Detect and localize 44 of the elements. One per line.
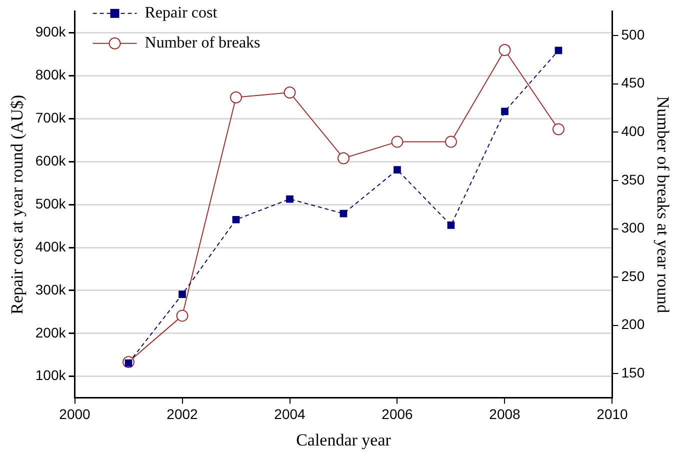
point [338,152,350,164]
y-tick-label: 500k [35,195,67,212]
y2-axis-title: Number of breaks at year round [653,96,672,314]
legend-label: Repair cost [144,4,218,22]
y-tick-label: 200k [35,324,67,340]
y2-tick-label: 500 [621,26,645,42]
y-tick-label: 300k [35,281,67,298]
point [554,46,562,54]
y-tick-label: 900k [35,24,67,40]
x-tick-label: 2004 [274,406,306,422]
y-axis-title: Repair cost at year round (AU$) [8,94,27,314]
point [447,222,455,229]
y2-tick-label: 250 [621,268,645,284]
point [178,290,186,298]
point [286,195,294,203]
y2-tick-label: 300 [621,220,645,236]
point [444,136,457,148]
x-axis-title: Calendar year [296,430,392,450]
point [501,108,508,116]
y-tick-label: 400k [35,238,67,254]
point [176,310,188,322]
y-tick-label: 100k [35,367,67,384]
y2-tick-label: 150 [621,364,645,381]
y2-tick-label: 350 [621,171,645,188]
point [230,91,242,104]
x-tick-label: 2006 [382,406,414,422]
y-tick-label: 800k [35,66,67,83]
x-tick-label: 2000 [59,406,91,422]
y2-tick-label: 450 [621,74,645,91]
y2-tick-label: 200 [621,316,645,332]
point [394,166,401,174]
x-tick-label: 2002 [166,406,198,422]
point [340,210,348,218]
point [391,136,404,148]
x-tick-label: 2008 [489,406,521,422]
y-tick-label: 600k [35,152,67,169]
x-tick-label: 2010 [596,406,628,422]
y2-tick-label: 400 [621,123,645,140]
point [284,86,296,99]
point [552,123,564,136]
point [232,216,240,224]
y-tick-label: 700k [35,110,67,126]
point [498,44,511,56]
legend-label: Number of breaks [144,34,260,52]
